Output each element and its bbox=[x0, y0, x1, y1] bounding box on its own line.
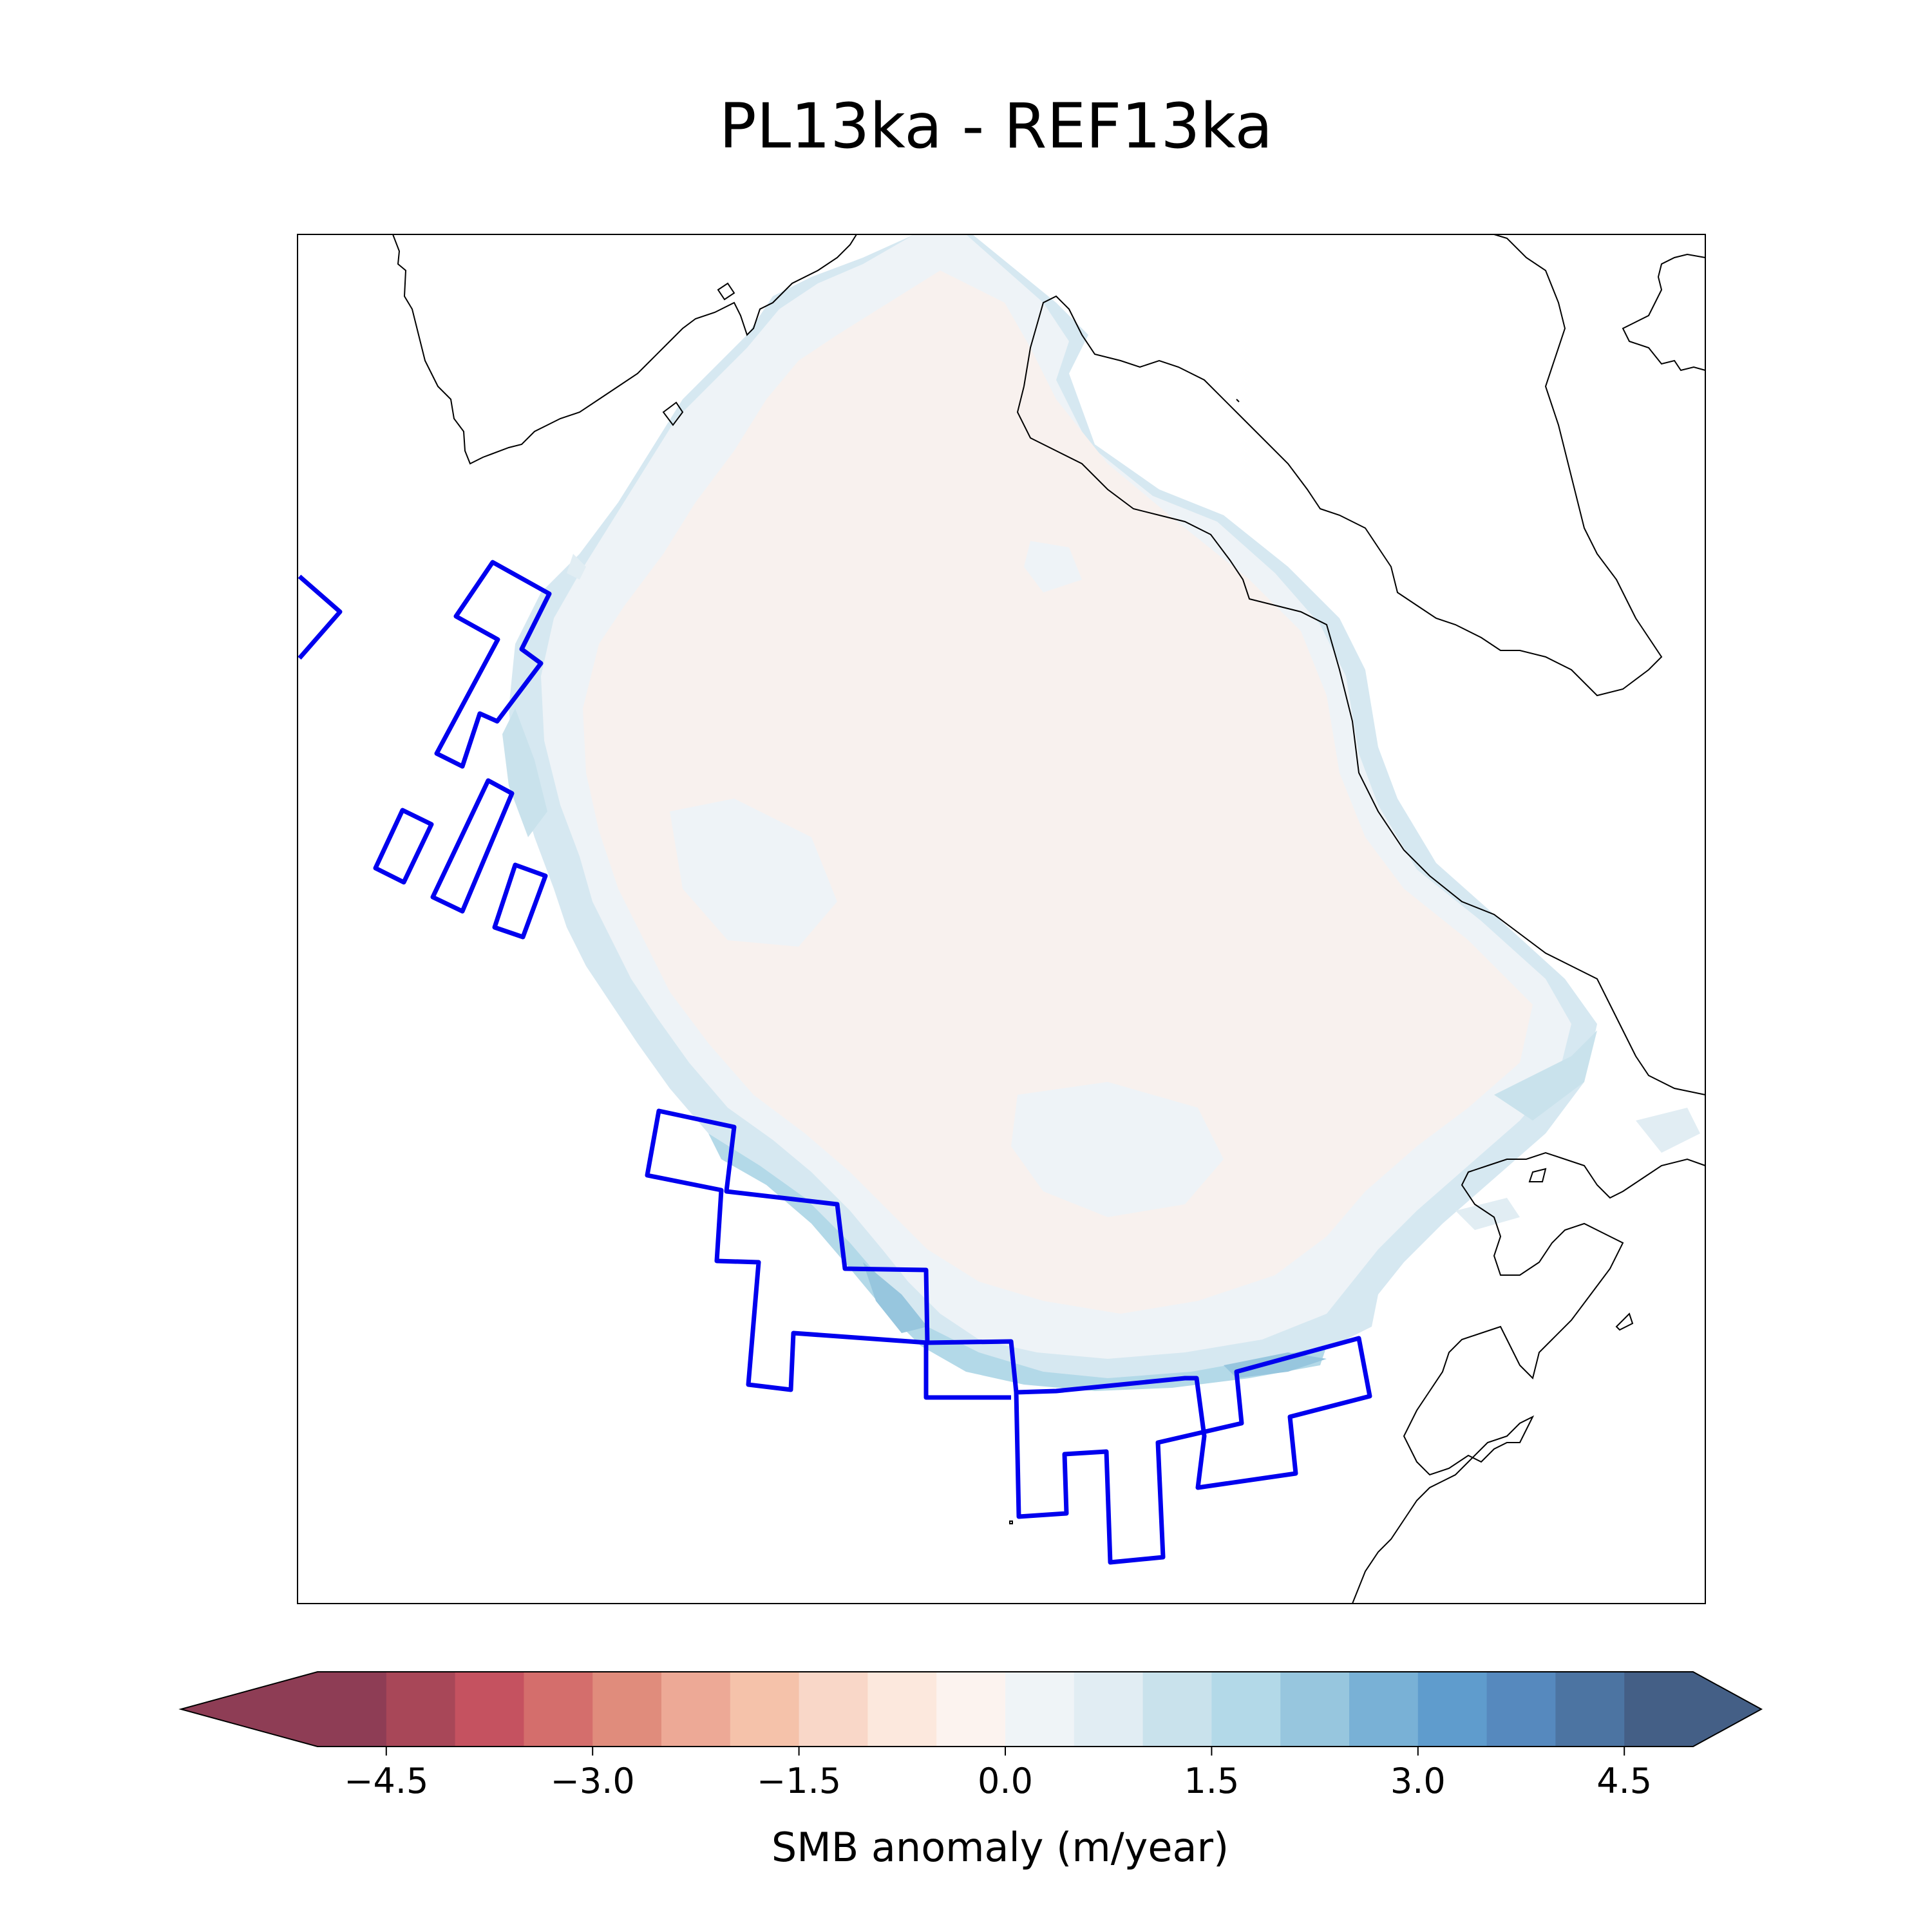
region-outline-south-1 bbox=[645, 1108, 930, 1392]
colorbar-segment bbox=[1005, 1672, 1075, 1747]
colorbar-segment bbox=[1211, 1672, 1281, 1747]
region-outline-south-2 bbox=[923, 1336, 1372, 1565]
ice-patch bbox=[1024, 541, 1082, 592]
colorbar-tick-label: −3.0 bbox=[551, 1761, 635, 1801]
region-outline-west-1 bbox=[434, 560, 552, 769]
colorbar-segment bbox=[1555, 1672, 1625, 1747]
coastline-southeast bbox=[1352, 1151, 1706, 1604]
coastline-islet bbox=[717, 282, 735, 301]
colorbar-ticks: −4.5 −3.0 −1.5 0.0 1.5 3.0 4.5 bbox=[344, 1747, 1652, 1801]
colorbar-extend-high bbox=[1693, 1672, 1761, 1747]
ice-patch bbox=[1455, 1198, 1520, 1230]
ice-patch bbox=[670, 799, 837, 947]
region-outline-west-3 bbox=[430, 778, 515, 914]
coastline-islet bbox=[662, 401, 684, 426]
ice-margin-strong bbox=[1224, 1352, 1327, 1378]
coastline-islet bbox=[1615, 1312, 1634, 1331]
colorbar-label: SMB anomaly (m/year) bbox=[772, 1824, 1229, 1871]
ice-margin-strong bbox=[502, 708, 547, 837]
colorbar-segment bbox=[524, 1672, 593, 1747]
region-outline-west-edge bbox=[298, 574, 343, 660]
colorbar-segment bbox=[1280, 1672, 1350, 1747]
region-outline-west-4 bbox=[492, 862, 548, 940]
coastline-islet bbox=[1009, 1520, 1013, 1524]
coastline-northeast bbox=[1023, 234, 1663, 697]
region-outline-west-2 bbox=[373, 808, 434, 885]
colorbar-tick-label: −1.5 bbox=[757, 1761, 841, 1801]
coastline-east-dot bbox=[1236, 399, 1240, 402]
colorbar-segment bbox=[936, 1672, 1006, 1747]
colorbar-segment bbox=[386, 1672, 456, 1747]
colorbar-segment bbox=[592, 1672, 662, 1747]
colorbar-segment bbox=[799, 1672, 868, 1747]
coastline-islet bbox=[1528, 1168, 1547, 1182]
colorbar-extend-low bbox=[181, 1672, 317, 1747]
colorbar-segment bbox=[1074, 1672, 1144, 1747]
ice-margin-strong bbox=[1494, 1030, 1597, 1121]
ice-margin-strong bbox=[863, 1262, 927, 1333]
colorbar-tick-label: 4.5 bbox=[1596, 1761, 1652, 1801]
colorbar-segment bbox=[317, 1672, 387, 1747]
colorbar-tick-label: 3.0 bbox=[1390, 1761, 1446, 1801]
coastlines bbox=[392, 234, 1706, 1604]
colorbar-segment bbox=[455, 1672, 524, 1747]
colorbar-tick-label: 0.0 bbox=[978, 1761, 1033, 1801]
colorbar-tick-label: 1.5 bbox=[1184, 1761, 1239, 1801]
ice-patch bbox=[567, 554, 586, 580]
coastline-northeast-inner bbox=[1016, 386, 1706, 1095]
colorbar-segment bbox=[1142, 1672, 1212, 1747]
plot-title: PL13ka - REF13ka bbox=[719, 90, 1273, 162]
colorbar-segment bbox=[730, 1672, 800, 1747]
colorbar-segment bbox=[1349, 1672, 1419, 1747]
colorbar-segment bbox=[1624, 1672, 1694, 1747]
map-frame bbox=[297, 234, 1706, 1604]
ice-patch bbox=[1636, 1108, 1700, 1153]
colorbar-outline bbox=[178, 1671, 1763, 1747]
region-outlines bbox=[298, 560, 1372, 1565]
colorbar-segment bbox=[1486, 1672, 1556, 1747]
ice-sheet-field bbox=[502, 234, 1700, 1391]
colorbar-segment bbox=[1417, 1672, 1488, 1747]
colorbar-segment bbox=[867, 1672, 937, 1747]
ice-patch bbox=[1011, 1082, 1224, 1217]
colorbar-tick-label: −4.5 bbox=[344, 1761, 428, 1801]
colorbar-segments bbox=[317, 1672, 1694, 1747]
coastline-northwest bbox=[392, 234, 857, 465]
ice-interior bbox=[583, 270, 1533, 1314]
colorbar-segment bbox=[661, 1672, 731, 1747]
coastline-east bbox=[1622, 253, 1706, 372]
